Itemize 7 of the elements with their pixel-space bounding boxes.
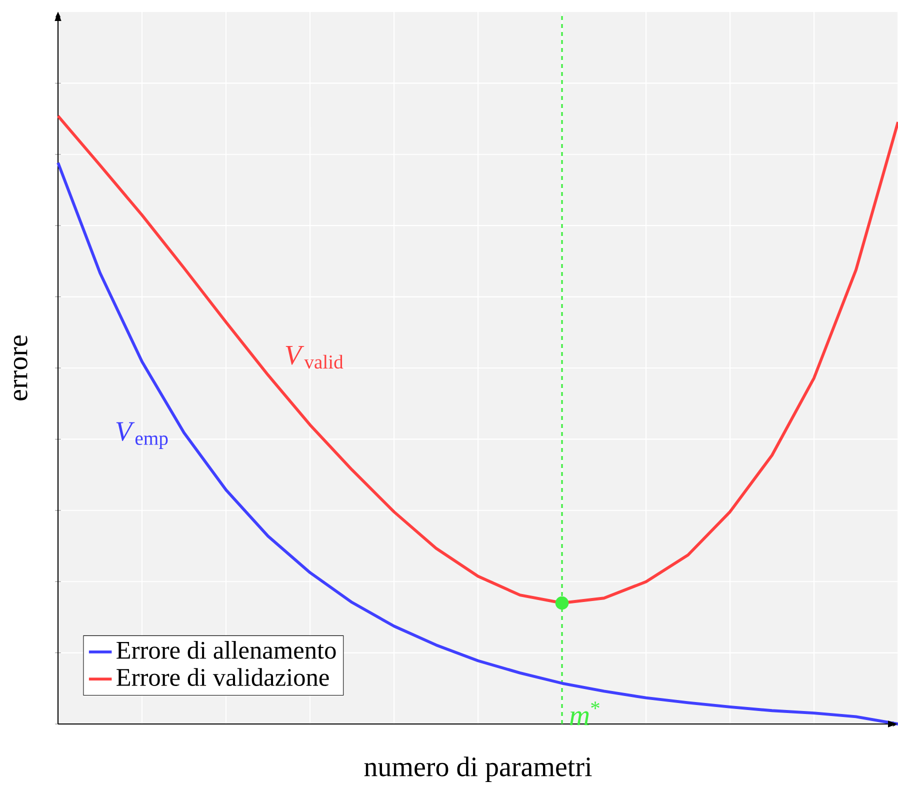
y-axis-title: errore xyxy=(14,336,28,400)
legend-label: Errore di validazione xyxy=(116,668,329,686)
annotation: V$_{valid}$ xyxy=(286,346,344,369)
legend-label: Errore di allenamento xyxy=(116,641,336,659)
annotation: V$_{emp}$ xyxy=(116,422,168,449)
x-axis-title: numero di parametri xyxy=(364,756,592,782)
text: m$^{*}$ xyxy=(570,702,600,726)
